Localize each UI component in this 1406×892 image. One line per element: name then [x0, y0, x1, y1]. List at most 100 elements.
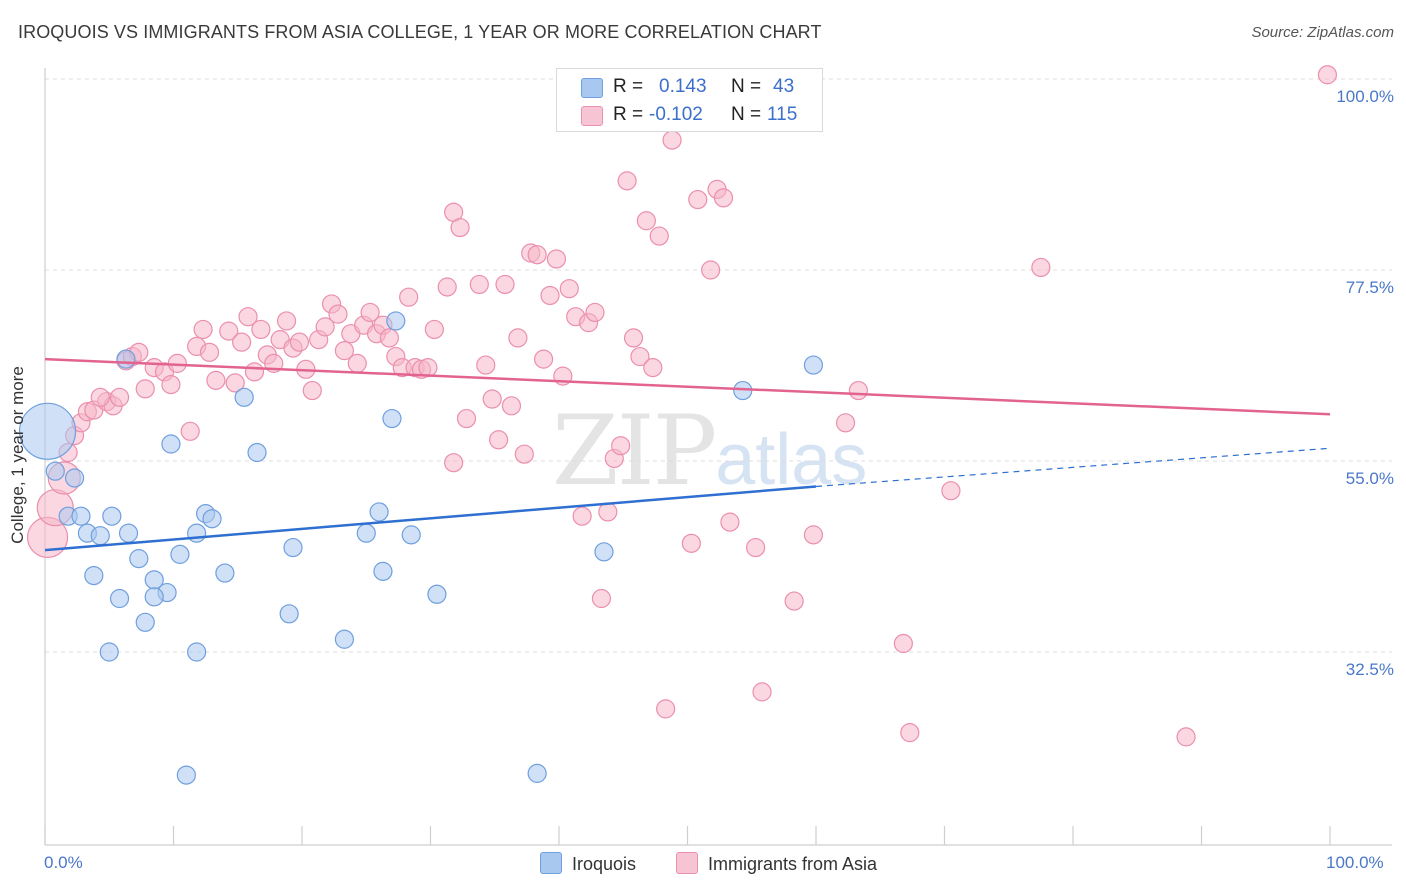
immigrants-from-asia-point	[225, 373, 245, 393]
immigrants-from-asia-point	[347, 353, 367, 373]
iroquois-point	[102, 506, 122, 526]
iroquois-point	[129, 549, 149, 569]
immigrants-from-asia-point	[456, 408, 477, 429]
immigrants-from-asia-point	[450, 217, 470, 238]
immigrants-from-asia-point	[546, 249, 567, 269]
immigrants-from-asia-point	[444, 453, 464, 473]
immigrants-from-asia-point	[90, 387, 110, 407]
immigrants-from-asia-point	[109, 387, 130, 407]
legend-r-value: 0.143	[659, 76, 707, 97]
iroquois-point	[176, 765, 196, 785]
immigrants-from-asia-point	[199, 342, 220, 362]
bottom-legend-swatch-iroquois	[540, 852, 562, 874]
series-immigrants-from-asia	[26, 65, 1338, 747]
immigrants-from-asia-point	[315, 317, 335, 337]
y-tick-label: 32.5%	[1345, 660, 1394, 679]
y-tick-label: 55.0%	[1345, 469, 1394, 488]
immigrants-from-asia-point	[482, 389, 502, 409]
immigrants-from-asia-point	[489, 430, 509, 450]
iroquois-point	[594, 542, 614, 562]
immigrants-from-asia-point	[180, 421, 200, 441]
immigrants-from-asia-point	[688, 189, 708, 210]
immigrants-from-asia-point	[784, 591, 804, 611]
immigrants-from-asia-point	[701, 260, 721, 280]
iroquois-trend-extension	[815, 447, 1331, 488]
iroquois-point	[187, 642, 207, 662]
y-tick-label: 100.0%	[1336, 87, 1394, 106]
iroquois-point	[373, 561, 393, 581]
iroquois-point	[71, 506, 91, 526]
immigrants-from-asia-point	[1176, 727, 1196, 747]
immigrants-from-asia-point	[1317, 65, 1338, 85]
y-axis-label: College, 1 year or more	[8, 366, 27, 544]
immigrants-from-asia-point	[469, 274, 489, 295]
watermark: ZIPatlas	[552, 395, 867, 507]
immigrants-from-asia-point	[617, 171, 637, 191]
immigrants-from-asia-point	[238, 307, 258, 327]
chart-title: IROQUOIS VS IMMIGRANTS FROM ASIA COLLEGE…	[18, 22, 822, 42]
immigrants-from-asia-point	[720, 512, 740, 532]
immigrants-from-asia-point	[244, 362, 265, 382]
iroquois-point	[45, 461, 65, 481]
legend-r-label: R =	[613, 104, 644, 125]
iroquois-point	[135, 612, 155, 632]
immigrants-from-asia-point	[527, 245, 547, 265]
iroquois-point	[215, 563, 235, 583]
immigrants-from-asia-point	[746, 537, 766, 558]
iroquois-point	[527, 763, 547, 783]
iroquois-point	[170, 544, 190, 564]
immigrants-from-asia-point	[206, 370, 226, 390]
iroquois-point	[356, 523, 376, 543]
iroquois-point	[187, 523, 207, 543]
stats-legend: R = 0.143 N = 43 R = -0.102 N = 115	[556, 68, 823, 132]
legend-n-value: 115	[767, 104, 798, 125]
bottom-legend-immigrants-from-asia: Immigrants from Asia	[676, 852, 877, 875]
immigrants-from-asia-point	[135, 379, 155, 399]
iroquois-point	[18, 402, 77, 460]
bottom-legend-iroquois: Iroquois	[540, 852, 636, 875]
immigrants-from-asia-point	[591, 588, 612, 609]
immigrants-from-asia-point	[630, 346, 650, 367]
iroquois-point	[234, 387, 254, 407]
immigrants-from-asia-point	[540, 285, 560, 306]
immigrants-from-asia-point	[623, 328, 644, 348]
immigrants-from-asia-point	[713, 188, 734, 208]
immigrants-from-asia-point	[643, 358, 663, 378]
y-tick-label: 77.5%	[1345, 278, 1394, 297]
iroquois-point	[386, 311, 406, 331]
immigrants-from-asia-point	[334, 341, 355, 361]
legend-n-value: 43	[773, 76, 795, 97]
iroquois-point	[427, 584, 447, 604]
immigrants-from-asia-point	[437, 277, 457, 297]
immigrants-from-asia-point	[476, 355, 496, 375]
immigrants-from-asia-point	[424, 319, 444, 340]
iroquois-point	[64, 468, 85, 488]
iroquois-point	[334, 629, 355, 649]
immigrants-from-asia-point	[161, 375, 181, 395]
immigrants-from-asia-point	[251, 319, 271, 340]
iroquois-point	[247, 442, 267, 463]
iroquois-point	[279, 604, 299, 624]
immigrants-from-asia-point	[893, 633, 913, 654]
immigrants-from-asia-point	[418, 358, 438, 378]
immigrants-from-asia-point	[501, 396, 522, 416]
iroquois-point	[144, 587, 164, 607]
immigrants-from-asia-point	[900, 723, 920, 743]
iroquois-trend-line	[44, 485, 817, 552]
series-iroquois	[18, 311, 824, 785]
source-label: Source: ZipAtlas.com	[1251, 24, 1394, 41]
immigrants-from-asia-point	[276, 311, 297, 331]
bottom-legend-label-immigrants-from-asia: Immigrants from Asia	[708, 854, 878, 874]
legend-n-label: N =	[731, 76, 762, 97]
watermark-zip: ZIP	[552, 395, 717, 507]
immigrants-from-asia-point	[533, 349, 554, 369]
iroquois-point	[90, 526, 110, 546]
immigrants-from-asia-point	[1031, 257, 1051, 278]
iroquois-point	[116, 349, 136, 369]
immigrants-from-asia-point	[848, 380, 869, 401]
legend-r-value: -0.102	[649, 104, 703, 125]
immigrants-from-asia-point	[219, 321, 239, 341]
iroquois-point	[84, 565, 104, 586]
immigrants-from-asia-point	[585, 302, 605, 323]
